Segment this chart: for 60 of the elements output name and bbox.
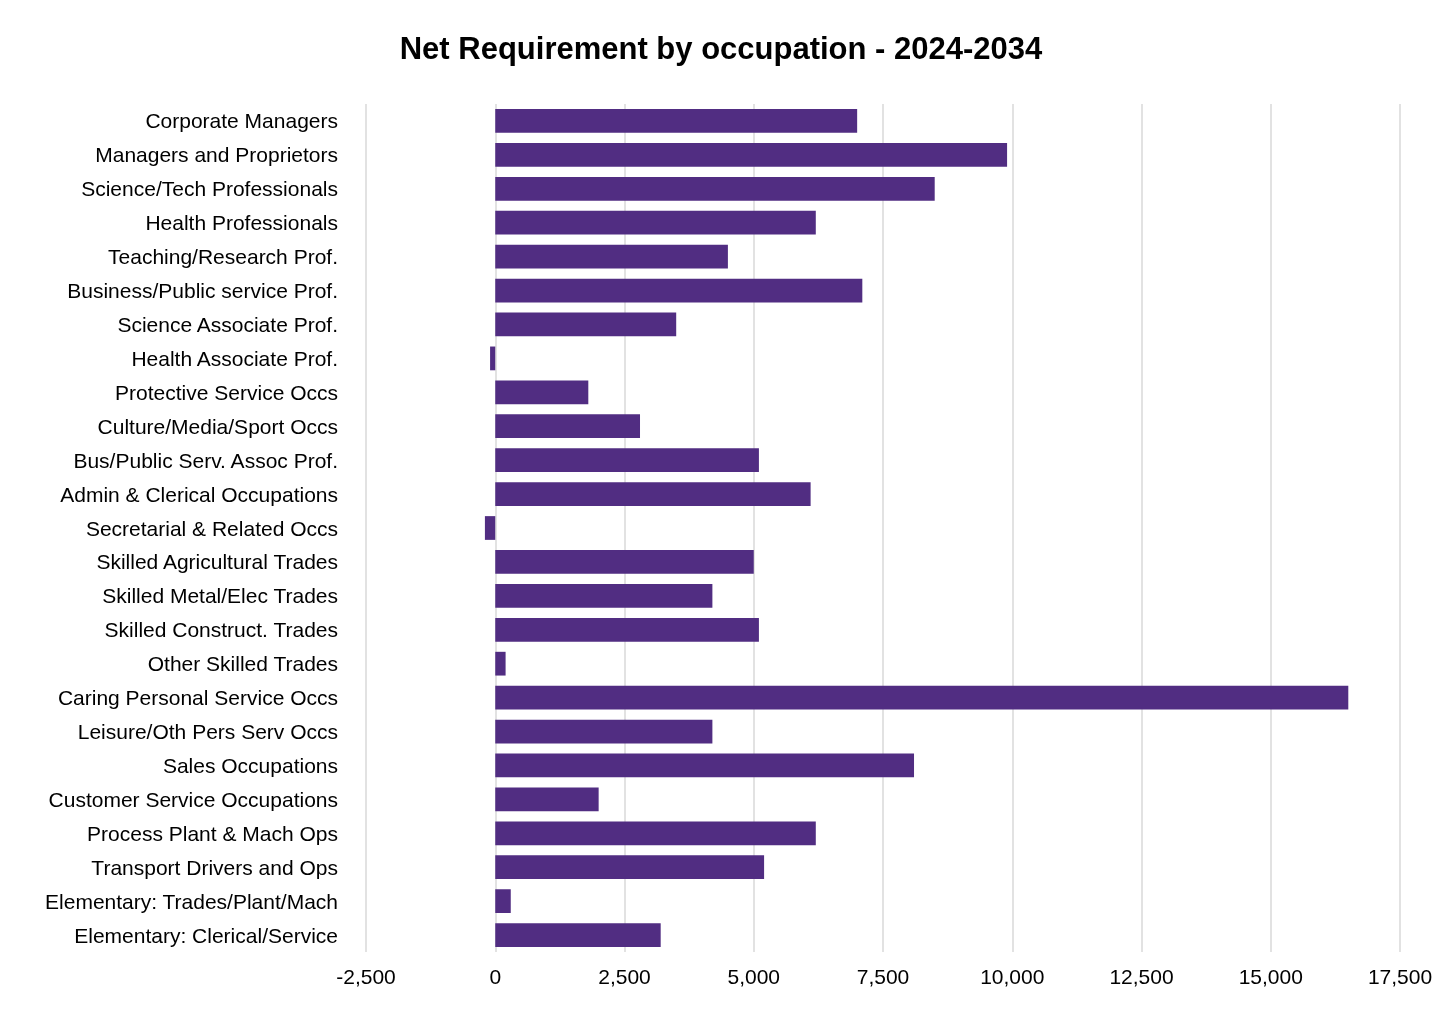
x-tick-label: 17,500 — [1367, 965, 1433, 988]
y-tick-label: Corporate Managers — [145, 109, 338, 133]
bar — [495, 482, 811, 506]
bar — [495, 414, 641, 439]
bar — [495, 109, 858, 133]
y-tick-label: Caring Personal Service Occs — [57, 686, 338, 710]
y-tick-label: Elementary: Clerical/Service — [74, 923, 338, 947]
y-tick-label: Health Associate Prof. — [131, 346, 338, 370]
y-tick-label: Elementary: Trades/Plant/Mach — [45, 889, 338, 913]
y-tick-label: Sales Occupations — [162, 753, 338, 777]
y-tick-label: Science/Tech Professionals — [81, 177, 338, 201]
bar — [495, 380, 589, 405]
y-tick-label: Skilled Metal/Elec Trades — [102, 584, 338, 608]
y-tick-label: Teaching/Research Prof. — [108, 245, 338, 269]
y-tick-label: Process Plant & Mach Ops — [87, 821, 338, 845]
y-tick-label: Protective Service Occs — [115, 380, 338, 404]
bar — [495, 685, 1349, 710]
y-tick-label: Customer Service Occupations — [48, 787, 338, 811]
bar — [495, 889, 511, 913]
y-tick-label: Admin & Clerical Occupations — [60, 482, 338, 506]
y-tick-label: Transport Drivers and Ops — [91, 855, 338, 879]
y-tick-label: Bus/Public Serv. Assoc Prof. — [73, 448, 338, 472]
y-tick-label: Skilled Construct. Trades — [104, 618, 338, 642]
y-tick-label: Secretarial & Related Occs — [85, 516, 338, 540]
bar — [490, 346, 496, 371]
bar — [495, 821, 816, 846]
bar — [495, 753, 915, 778]
x-tick-label: 5,000 — [727, 965, 781, 988]
y-tick-label: Leisure/Oth Pers Serv Occs — [77, 720, 338, 744]
bar — [495, 651, 506, 676]
y-tick-label: Culture/Media/Sport Occs — [97, 414, 338, 438]
bar — [495, 550, 754, 574]
chart-title: Net Requirement by occupation - 2024-2034 — [399, 31, 1044, 66]
bar — [495, 278, 863, 303]
bar — [495, 244, 728, 269]
y-tick-label: Science Associate Prof. — [117, 312, 338, 336]
x-tick-label: 12,500 — [1109, 965, 1174, 988]
bar — [484, 516, 496, 540]
x-tick-label: 15,000 — [1238, 965, 1303, 988]
y-tick-label: Skilled Agricultural Trades — [96, 550, 338, 574]
x-tick-label: 10,000 — [980, 965, 1045, 988]
x-tick-label: 0 — [489, 965, 502, 988]
bar — [495, 923, 661, 947]
bar — [495, 210, 816, 235]
y-tick-label: Health Professionals — [145, 211, 338, 235]
bar — [495, 855, 765, 880]
x-tick-label: -2,500 — [336, 965, 396, 988]
bar — [495, 176, 935, 201]
bar — [495, 143, 1008, 167]
y-tick-label: Other Skilled Trades — [147, 652, 338, 676]
bar — [495, 312, 677, 337]
x-tick-label: 2,500 — [598, 965, 651, 988]
bar — [495, 617, 759, 642]
y-tick-label: Managers and Proprietors — [95, 143, 338, 167]
bar — [495, 719, 713, 744]
bar — [495, 448, 759, 473]
bar — [495, 583, 713, 608]
bar — [495, 787, 599, 812]
y-tick-label: Business/Public service Prof. — [67, 279, 338, 303]
x-tick-label: 7,500 — [856, 965, 910, 988]
